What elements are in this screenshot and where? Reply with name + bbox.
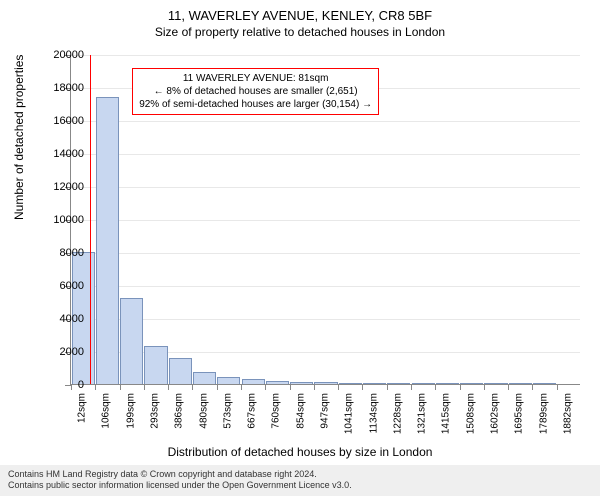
x-tick-label: 947sqm — [320, 393, 331, 429]
y-axis-title: Number of detached properties — [12, 55, 26, 220]
chart-subtitle: Size of property relative to detached ho… — [0, 23, 600, 39]
chart-title: 11, WAVERLEY AVENUE, KENLEY, CR8 5BF — [0, 0, 600, 23]
histogram-bar — [96, 97, 119, 384]
grid-line — [71, 253, 580, 254]
y-tick-label: 8000 — [34, 247, 84, 259]
x-tick-label: 12sqm — [77, 393, 88, 423]
x-tick — [144, 384, 145, 390]
footer-line1: Contains HM Land Registry data © Crown c… — [8, 469, 592, 481]
x-axis-title: Distribution of detached houses by size … — [0, 445, 600, 459]
grid-line — [71, 154, 580, 155]
histogram-bar — [242, 379, 265, 384]
grid-line — [71, 121, 580, 122]
x-tick — [338, 384, 339, 390]
x-tick-label: 1882sqm — [562, 393, 573, 434]
x-tick-label: 1695sqm — [514, 393, 525, 434]
x-tick-label: 1415sqm — [441, 393, 452, 434]
histogram-bar — [412, 383, 435, 384]
y-tick-label: 10000 — [34, 214, 84, 226]
histogram-bar — [217, 377, 240, 384]
x-tick-label: 1321sqm — [417, 393, 428, 434]
y-tick-label: 18000 — [34, 82, 84, 94]
histogram-bar — [436, 383, 459, 384]
y-tick-label: 20000 — [34, 49, 84, 61]
grid-line — [71, 55, 580, 56]
x-tick-label: 199sqm — [125, 393, 136, 429]
x-tick — [508, 384, 509, 390]
histogram-bar — [290, 382, 313, 384]
histogram-bar — [460, 383, 483, 384]
x-tick — [532, 384, 533, 390]
histogram-bar — [363, 383, 386, 384]
histogram-bar — [509, 383, 532, 384]
annotation-line1: 11 WAVERLEY AVENUE: 81sqm — [139, 72, 372, 85]
y-tick-label: 0 — [34, 379, 84, 391]
annotation-line2: ← 8% of detached houses are smaller (2,6… — [139, 85, 372, 98]
x-tick — [387, 384, 388, 390]
histogram-bar — [339, 383, 362, 384]
y-tick-label: 4000 — [34, 313, 84, 325]
x-tick — [168, 384, 169, 390]
grid-line — [71, 319, 580, 320]
histogram-bar — [387, 383, 410, 384]
x-tick — [290, 384, 291, 390]
x-tick — [460, 384, 461, 390]
y-tick-label: 6000 — [34, 280, 84, 292]
marker-line — [90, 55, 91, 384]
histogram-bar — [144, 346, 167, 384]
annotation-line3: 92% of semi-detached houses are larger (… — [139, 98, 372, 111]
x-tick-label: 293sqm — [150, 393, 161, 429]
x-tick-label: 480sqm — [198, 393, 209, 429]
x-tick-label: 386sqm — [174, 393, 185, 429]
x-tick — [484, 384, 485, 390]
x-tick-label: 1508sqm — [465, 393, 476, 434]
x-tick-label: 1789sqm — [538, 393, 549, 434]
y-tick-label: 12000 — [34, 181, 84, 193]
x-tick-label: 667sqm — [247, 393, 258, 429]
x-tick — [192, 384, 193, 390]
histogram-bar — [266, 381, 289, 384]
histogram-bar — [120, 298, 143, 384]
histogram-bar — [314, 382, 337, 384]
x-tick — [435, 384, 436, 390]
x-tick-label: 573sqm — [222, 393, 233, 429]
histogram-bar — [484, 383, 507, 384]
x-tick — [362, 384, 363, 390]
grid-line — [71, 286, 580, 287]
x-tick-label: 854sqm — [295, 393, 306, 429]
plot-area: 11 WAVERLEY AVENUE: 81sqm ← 8% of detach… — [70, 55, 580, 385]
y-tick-label: 16000 — [34, 115, 84, 127]
histogram-bar — [193, 372, 216, 384]
x-tick-label: 1041sqm — [344, 393, 355, 434]
x-tick — [120, 384, 121, 390]
x-tick — [241, 384, 242, 390]
grid-line — [71, 220, 580, 221]
x-tick — [95, 384, 96, 390]
x-tick-label: 106sqm — [101, 393, 112, 429]
grid-line — [71, 187, 580, 188]
footer-line2: Contains public sector information licen… — [8, 480, 592, 492]
x-tick-label: 1134sqm — [368, 393, 379, 433]
x-tick — [314, 384, 315, 390]
x-tick — [411, 384, 412, 390]
x-tick — [265, 384, 266, 390]
histogram-bar — [169, 358, 192, 384]
x-tick-label: 760sqm — [271, 393, 282, 429]
histogram-bar — [533, 383, 556, 384]
footer: Contains HM Land Registry data © Crown c… — [0, 465, 600, 496]
annotation-box: 11 WAVERLEY AVENUE: 81sqm ← 8% of detach… — [132, 68, 379, 115]
x-tick — [557, 384, 558, 390]
y-tick-label: 2000 — [34, 346, 84, 358]
x-tick-label: 1228sqm — [392, 393, 403, 434]
chart-container: 11, WAVERLEY AVENUE, KENLEY, CR8 5BF Siz… — [0, 0, 600, 500]
x-tick — [217, 384, 218, 390]
y-tick-label: 14000 — [34, 148, 84, 160]
x-tick-label: 1602sqm — [490, 393, 501, 434]
